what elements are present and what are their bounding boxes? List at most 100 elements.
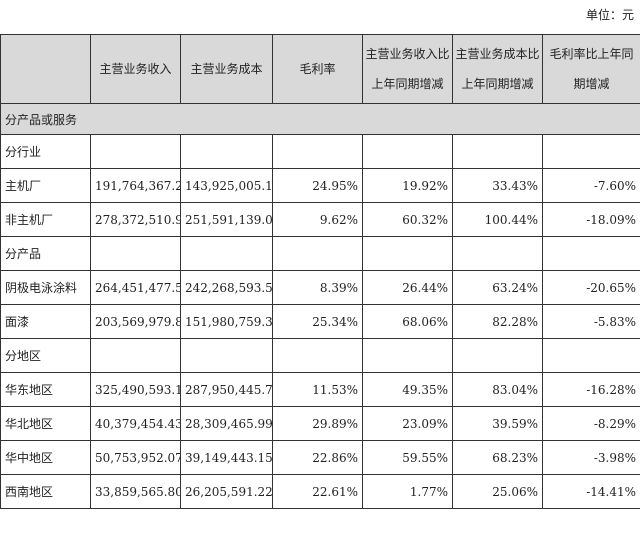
value-cell: -3.98%	[542, 440, 640, 475]
value-cell: 33,859,565.80	[90, 474, 181, 509]
value-cell: 28,309,465.99	[180, 406, 273, 441]
value-cell: 60.32%	[362, 202, 453, 237]
header-cell: 毛利率	[272, 34, 363, 104]
empty-cell	[272, 338, 363, 373]
value-cell: 325,490,593.12	[90, 372, 181, 407]
empty-cell	[452, 134, 543, 169]
row-label: 分行业	[0, 134, 91, 169]
empty-cell	[542, 338, 640, 373]
section-row: 分地区	[0, 338, 640, 373]
data-row: 非主机厂278,372,510.96251,591,139.079.62%60.…	[0, 202, 640, 237]
value-cell: 82.28%	[452, 304, 543, 339]
value-cell: 19.92%	[362, 168, 453, 203]
value-cell: 25.06%	[452, 474, 543, 509]
row-label: 非主机厂	[0, 202, 91, 237]
row-label: 面漆	[0, 304, 91, 339]
value-cell: 83.04%	[452, 372, 543, 407]
value-cell: 203,569,979.85	[90, 304, 181, 339]
value-cell: 24.95%	[272, 168, 363, 203]
header-cell: 主营业务收入	[90, 34, 181, 104]
value-cell: 68.23%	[452, 440, 543, 475]
value-cell: -16.28%	[542, 372, 640, 407]
empty-cell	[362, 236, 453, 271]
value-cell: 25.34%	[272, 304, 363, 339]
empty-cell	[90, 338, 181, 373]
empty-cell	[542, 236, 640, 271]
data-row: 华东地区325,490,593.12287,950,445.7911.53%49…	[0, 372, 640, 407]
value-cell: 143,925,005.16	[180, 168, 273, 203]
value-cell: 9.62%	[272, 202, 363, 237]
value-cell: -5.83%	[542, 304, 640, 339]
value-cell: 23.09%	[362, 406, 453, 441]
value-cell: -18.09%	[542, 202, 640, 237]
empty-cell	[452, 236, 543, 271]
value-cell: -8.29%	[542, 406, 640, 441]
value-cell: -14.41%	[542, 474, 640, 509]
header-cell	[0, 34, 91, 104]
data-row: 华中地区 50,753,952.07 39,149,443.15 22.86% 59.5…	[0, 440, 640, 475]
empty-cell	[362, 134, 453, 169]
value-cell: 287,950,445.79	[180, 372, 273, 407]
row-label: 分地区	[0, 338, 91, 373]
value-cell: 50,753,952.07	[90, 440, 181, 475]
value-cell: 22.61%	[272, 474, 363, 509]
value-cell: 59.55%	[362, 440, 453, 475]
value-cell: 242,268,593.55	[180, 270, 273, 305]
data-row: 面漆203,569,979.85151,980,759.3125.34%68.0…	[0, 304, 640, 339]
value-cell: 100.44%	[452, 202, 543, 237]
unit-label: 单位：元	[585, 8, 634, 22]
value-cell: 8.39%	[272, 270, 363, 305]
value-cell: 26.44%	[362, 270, 453, 305]
group-row: 分产品或服务	[0, 103, 640, 135]
row-label: 华北地区	[0, 406, 91, 441]
value-cell: 68.06%	[362, 304, 453, 339]
value-cell: 33.43%	[452, 168, 543, 203]
value-cell: 151,980,759.31	[180, 304, 273, 339]
value-cell: 63.24%	[452, 270, 543, 305]
value-cell: 26,205,591.22	[180, 474, 273, 509]
value-cell: 40,379,454.43	[90, 406, 181, 441]
empty-cell	[362, 338, 453, 373]
data-row: 阴极电泳涂料264,451,477.51242,268,593.558.39%2…	[0, 270, 640, 305]
value-cell: 191,764,367.22	[90, 168, 181, 203]
value-cell: 49.35%	[362, 372, 453, 407]
financial-table: 主营业务收入 主营业务成本 毛利率 主营业务收入比上年同期增减 主营业务成本比上年同期增…	[0, 34, 640, 509]
empty-cell	[90, 134, 181, 169]
group-cell: 分产品或服务	[0, 103, 640, 135]
row-label: 华东地区	[0, 372, 91, 407]
value-cell: 39,149,443.15	[180, 440, 273, 475]
data-row: 西南地区 33,859,565.80 26,205,591.22 22.61% 1.77…	[0, 474, 640, 509]
row-label: 华中地区	[0, 440, 91, 475]
header-cell: 主营业务收入比上年同期增减	[362, 34, 453, 104]
empty-cell	[180, 134, 273, 169]
value-cell: 278,372,510.96	[90, 202, 181, 237]
section-row: 分行业	[0, 134, 640, 169]
value-cell: 11.53%	[272, 372, 363, 407]
empty-cell	[272, 236, 363, 271]
row-label: 分产品	[0, 236, 91, 271]
empty-cell	[90, 236, 181, 271]
section-row: 分产品	[0, 236, 640, 271]
header-row: 主营业务收入 主营业务成本 毛利率 主营业务收入比上年同期增减 主营业务成本比上年同期增…	[0, 34, 640, 104]
data-row: 华北地区 40,379,454.43 28,309,465.99 29.89% 23.0…	[0, 406, 640, 441]
header-cell: 主营业务成本	[180, 34, 273, 104]
empty-cell	[180, 236, 273, 271]
empty-cell	[180, 338, 273, 373]
value-cell: 39.59%	[452, 406, 543, 441]
header-cell: 毛利率比上年同期增减	[542, 34, 640, 104]
value-cell: 1.77%	[362, 474, 453, 509]
value-cell: 264,451,477.51	[90, 270, 181, 305]
empty-cell	[542, 134, 640, 169]
value-cell: 251,591,139.07	[180, 202, 273, 237]
value-cell: -20.65%	[542, 270, 640, 305]
header-cell: 主营业务成本比上年同期增减	[452, 34, 543, 104]
row-label: 主机厂	[0, 168, 91, 203]
row-label: 阴极电泳涂料	[0, 270, 91, 305]
value-cell: 22.86%	[272, 440, 363, 475]
value-cell: 29.89%	[272, 406, 363, 441]
data-row: 主机厂191,764,367.22143,925,005.1624.95%19.…	[0, 168, 640, 203]
row-label: 西南地区	[0, 474, 91, 509]
empty-cell	[272, 134, 363, 169]
empty-cell	[452, 338, 543, 373]
